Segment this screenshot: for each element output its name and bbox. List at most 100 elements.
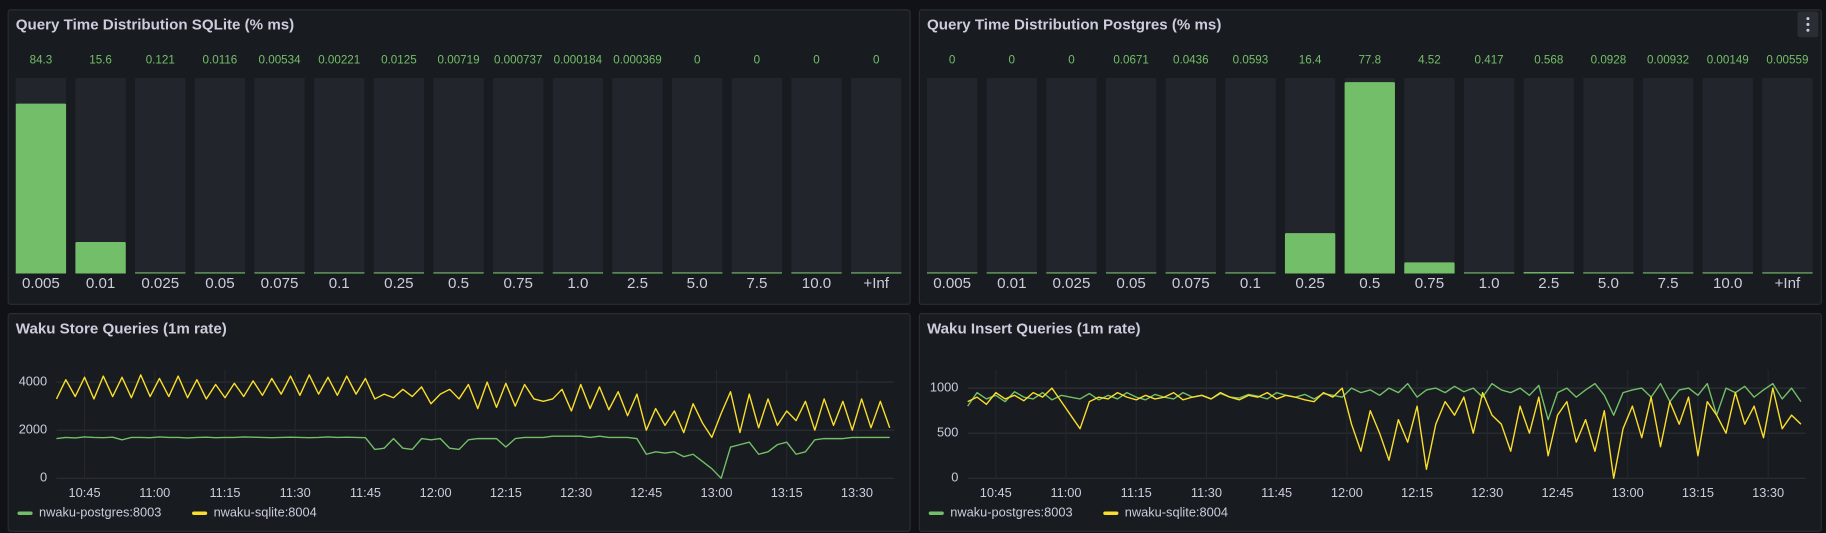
bar-background [1225, 77, 1276, 274]
x-tick-label: 11:00 [139, 485, 170, 500]
value-label: 15.6 [89, 54, 112, 67]
y-tick-label: 0 [951, 470, 958, 485]
category-label: 0.25 [1295, 275, 1324, 292]
value-label: 0.0928 [1591, 54, 1627, 67]
bar [1523, 272, 1574, 274]
x-tick-label: 10:45 [980, 485, 1012, 500]
value-label: 0.568 [1534, 54, 1563, 67]
category-label: 0.075 [1172, 275, 1210, 292]
menu-dot [1806, 17, 1810, 21]
x-tick-label: 12:45 [1541, 485, 1573, 500]
panel [7, 313, 911, 532]
bar-background [986, 77, 1037, 274]
value-label: 0.0436 [1173, 54, 1209, 67]
x-tick-label: 13:30 [1752, 485, 1784, 500]
category-label: 0.075 [261, 275, 299, 292]
value-label: 0.00559 [1766, 54, 1808, 67]
x-tick-label: 13:00 [1612, 485, 1644, 500]
category-label: 2.5 [627, 275, 648, 292]
x-tick-label: 12:15 [1401, 485, 1433, 500]
x-tick-label: 11:15 [1121, 485, 1152, 500]
bar [1404, 262, 1455, 274]
x-tick-label: 12:00 [420, 485, 452, 500]
x-tick-label: 12:45 [630, 485, 662, 500]
y-tick-label: 0 [40, 470, 47, 485]
bar-background [851, 77, 902, 274]
value-label: 4.52 [1418, 54, 1441, 67]
series-line [967, 387, 1802, 480]
x-tick-label: 13:30 [841, 485, 873, 500]
value-label: 0 [1068, 54, 1075, 67]
category-label: 0.1 [329, 275, 350, 292]
y-tick-label: 1000 [930, 379, 958, 394]
category-label: 0.01 [997, 275, 1026, 292]
value-label: 0 [949, 54, 956, 67]
bar-background [731, 77, 783, 274]
x-tick-label: 11:45 [1261, 485, 1292, 500]
bar-background [1702, 77, 1753, 274]
category-label: +Inf [863, 275, 889, 292]
value-label: 0 [754, 54, 761, 67]
category-label: 0.01 [86, 275, 115, 292]
bar [1463, 272, 1515, 274]
value-label: 77.8 [1358, 54, 1381, 67]
x-tick-label: 11:45 [350, 485, 381, 500]
category-label: 0.1 [1240, 275, 1261, 292]
bar-background [1583, 77, 1634, 274]
x-tick-label: 13:15 [771, 485, 803, 500]
value-label: 0 [1009, 54, 1016, 67]
y-tick-label: 4000 [19, 373, 47, 388]
category-label: 5.0 [1598, 275, 1619, 292]
panel-title: Query Time Distribution SQLite (% ms) [16, 17, 294, 34]
bar-background [672, 77, 723, 274]
x-tick-label: 12:15 [490, 485, 522, 500]
category-label: 0.75 [1415, 275, 1444, 292]
series-line [967, 382, 1802, 421]
series-line [56, 435, 890, 480]
panel [918, 313, 1822, 532]
panel-title: Query Time Distribution Postgres (% ms) [927, 17, 1221, 34]
panel-title: Waku Store Queries (1m rate) [16, 320, 227, 337]
menu-dot [1806, 22, 1810, 26]
y-tick-label: 2000 [19, 422, 47, 437]
bar-background [135, 77, 186, 274]
panel-menu[interactable] [1797, 11, 1819, 38]
bar-background [1105, 77, 1157, 274]
category-label: 0.25 [384, 275, 413, 292]
bar [15, 103, 67, 274]
bar-background [1762, 77, 1813, 274]
category-label: 0.005 [933, 275, 971, 292]
legend-label: nwaku-sqlite:8004 [214, 505, 317, 520]
bar-background [254, 77, 305, 274]
x-tick-label: 11:30 [1191, 485, 1222, 500]
value-label: 0.00221 [318, 54, 360, 67]
value-label: 0.00719 [438, 54, 480, 67]
value-label: 0.0593 [1233, 54, 1269, 67]
category-label: 0.025 [1053, 275, 1091, 292]
value-label: 0.00149 [1707, 54, 1749, 67]
bar-background [791, 77, 842, 274]
x-tick-label: 13:00 [700, 485, 732, 500]
bar-background [926, 77, 978, 274]
bar [75, 242, 126, 274]
value-label: 0.0671 [1113, 54, 1149, 67]
category-label: 0.75 [504, 275, 533, 292]
value-label: 0.000184 [554, 54, 603, 67]
value-label: 0 [813, 54, 820, 67]
value-label: 0.417 [1475, 54, 1504, 67]
x-tick-label: 12:00 [1331, 485, 1363, 500]
x-tick-label: 12:30 [560, 485, 592, 500]
value-label: 16.4 [1299, 54, 1322, 67]
bar-background [1404, 77, 1455, 274]
panel-title: Waku Insert Queries (1m rate) [927, 320, 1141, 337]
bar-background [1046, 77, 1097, 274]
category-label: +Inf [1775, 275, 1801, 292]
category-label: 0.5 [448, 275, 469, 292]
bar-background [1165, 77, 1216, 274]
legend-label: nwaku-postgres:8003 [950, 505, 1072, 520]
legend-label: nwaku-postgres:8003 [39, 505, 161, 520]
value-label: 0.121 [146, 54, 175, 67]
bar-background [75, 77, 126, 274]
bar-background [373, 77, 425, 274]
